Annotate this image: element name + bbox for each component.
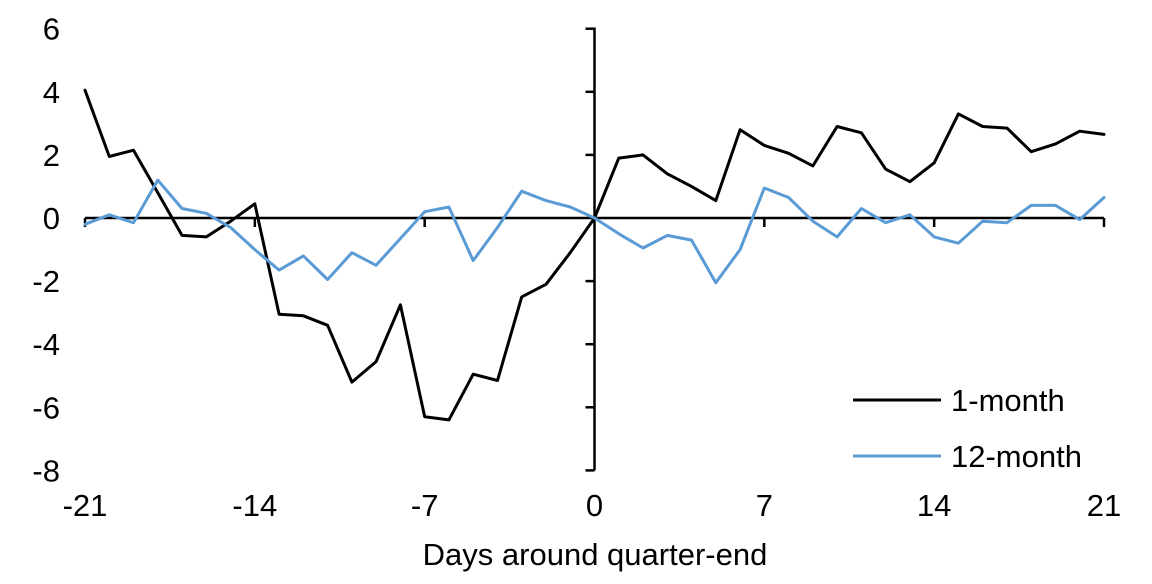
x-tick-label: 14 bbox=[917, 488, 951, 523]
y-tick-label: 0 bbox=[43, 201, 60, 236]
y-tick-label: 6 bbox=[43, 12, 60, 47]
x-axis-title: Days around quarter-end bbox=[423, 537, 768, 572]
data-series bbox=[83, 88, 1106, 422]
y-tick-label: -8 bbox=[32, 453, 60, 488]
x-tick-label: 7 bbox=[756, 488, 773, 523]
y-tick-label: 2 bbox=[43, 138, 60, 173]
x-tick-label: -14 bbox=[232, 488, 277, 523]
y-tick-label: 4 bbox=[43, 75, 60, 110]
y-tick-label: -2 bbox=[32, 264, 60, 299]
y-tick-label: -4 bbox=[32, 327, 60, 362]
y-tick-label: -6 bbox=[32, 390, 60, 425]
x-tick-label: 21 bbox=[1087, 488, 1121, 523]
axis-ticks bbox=[83, 27, 1106, 472]
x-tick-label: -7 bbox=[411, 488, 439, 523]
legend-label-1-month: 1-month bbox=[951, 383, 1065, 418]
legend-label-12-month: 12-month bbox=[951, 439, 1082, 474]
series-line-12-month bbox=[83, 178, 1106, 285]
x-tick-label: 0 bbox=[586, 488, 603, 523]
legend: 1-month 12-month bbox=[853, 383, 1082, 474]
axis-tick-labels: -21 -14 -7 0 7 14 21 6 4 2 0 -2 -4 -6 -8 bbox=[32, 12, 1121, 523]
x-tick-label: -21 bbox=[63, 488, 108, 523]
